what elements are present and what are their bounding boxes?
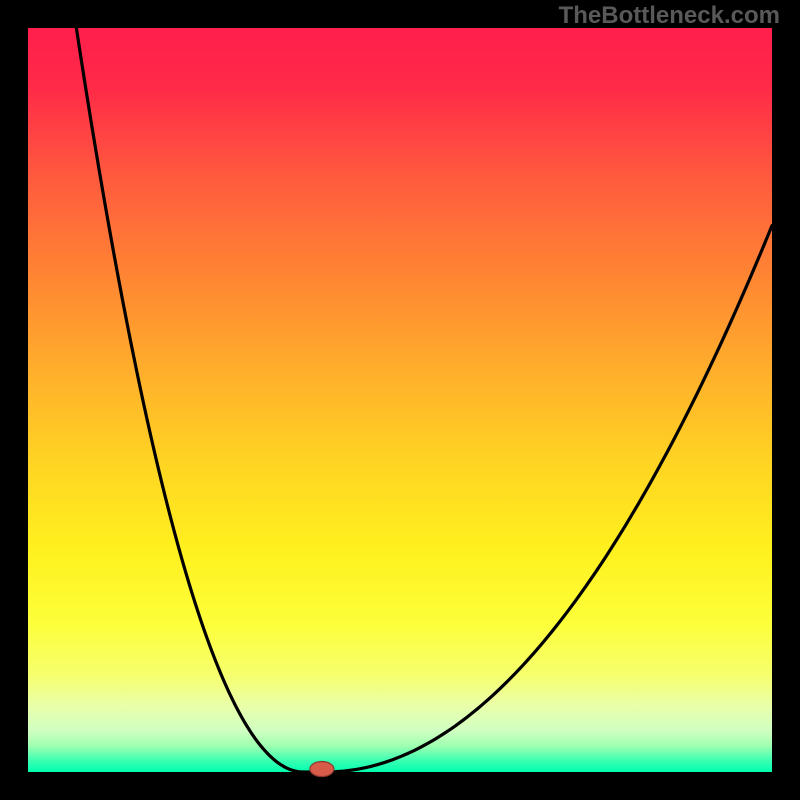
optimum-marker (310, 762, 334, 777)
plot-background (28, 28, 772, 772)
bottleneck-chart (0, 0, 800, 800)
watermark-text: TheBottleneck.com (559, 2, 780, 30)
